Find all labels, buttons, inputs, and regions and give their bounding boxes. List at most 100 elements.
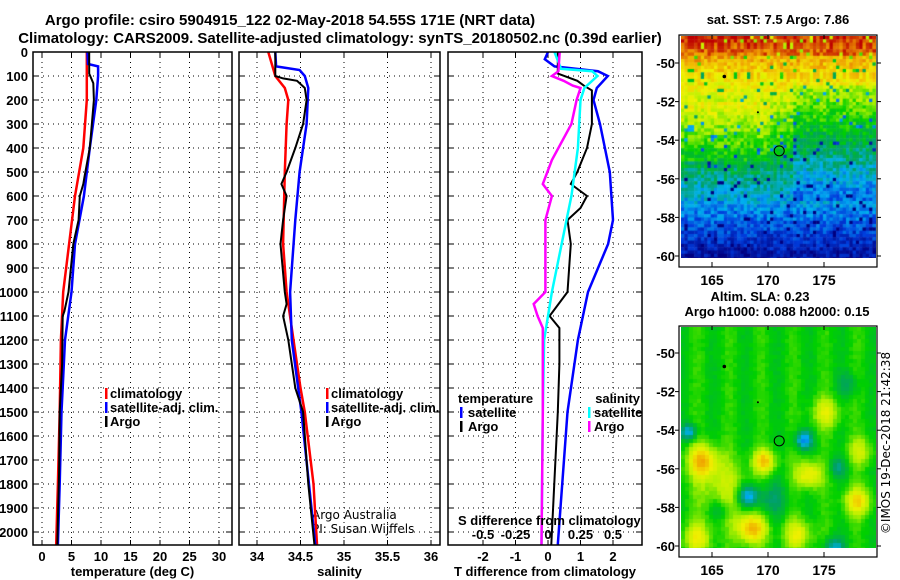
- legend-swatch: [588, 407, 591, 418]
- x-tick-label: -2: [477, 549, 489, 564]
- title-line-1: Argo profile: csiro 5904915_122 02-May-2…: [45, 12, 535, 29]
- legend-swatch: [105, 402, 108, 413]
- x-tick-label: 20: [153, 549, 167, 564]
- lon-tick-label: 165: [700, 562, 724, 578]
- legend-title-salinity: salinity: [595, 391, 641, 406]
- x-tick-label: 35.5: [375, 549, 400, 564]
- credit-line-1: Argo Australia: [312, 508, 397, 522]
- x-tick-label: 0: [544, 549, 551, 564]
- island-marker: [756, 401, 759, 404]
- depth-tick-label: 1800: [0, 477, 28, 492]
- x-tick-label: 2: [609, 549, 616, 564]
- series-line-argo: [56, 52, 95, 545]
- map-frame: [678, 34, 878, 268]
- x-tick-label: 1: [577, 549, 584, 564]
- sst-heatmap: [681, 36, 876, 258]
- x-tick-label: 10: [94, 549, 108, 564]
- x-tick-label: 34.5: [288, 549, 313, 564]
- x-tick-label: 25: [182, 549, 196, 564]
- series-line-argo: [274, 52, 316, 545]
- legend-swatch: [588, 421, 591, 432]
- depth-tick-label: 200: [6, 93, 28, 108]
- lon-tick-label: 170: [756, 562, 780, 578]
- depth-tick-label: 800: [6, 237, 28, 252]
- depth-tick-label: 1900: [0, 501, 28, 516]
- legend-label: climatology: [110, 386, 183, 401]
- profile-panel-temperature: [32, 51, 233, 546]
- argo-position-marker: [773, 145, 785, 157]
- depth-tick-label: 1000: [0, 285, 28, 300]
- s-axis-label: S difference from climatology: [458, 513, 642, 528]
- s-tick-label: 0.25: [568, 527, 593, 542]
- plot-frame: [238, 51, 441, 546]
- profile-panel-salinity: [238, 51, 441, 546]
- depth-tick-label: 700: [6, 213, 28, 228]
- depth-tick-label: 300: [6, 117, 28, 132]
- x-tick-label: 35: [337, 549, 351, 564]
- map-panel-sla-map: [675, 325, 881, 558]
- series-line-s-argo: [532, 51, 583, 545]
- lat-tick-label: -52: [656, 95, 675, 110]
- title-line-2: Climatology: CARS2009. Satellite-adjuste…: [18, 30, 662, 47]
- x-tick-label: 0: [38, 549, 45, 564]
- map-frame: [678, 325, 878, 558]
- lat-tick-label: -50: [656, 346, 675, 361]
- argo-position-marker: [773, 435, 785, 447]
- series-line-t-argo: [548, 52, 593, 545]
- profile-panel-difference: [447, 51, 643, 546]
- lon-tick-label: 175: [812, 272, 836, 288]
- x-tick-label: 15: [123, 549, 137, 564]
- x-tick-label: 30: [212, 549, 226, 564]
- depth-tick-label: 1100: [0, 309, 28, 324]
- legend-swatch: [326, 388, 329, 399]
- x-tick-label: 5: [68, 549, 75, 564]
- island-marker: [756, 111, 759, 114]
- lat-tick-label: -56: [656, 462, 675, 477]
- series-line-satellite-adj-clim-: [56, 51, 100, 545]
- lat-tick-label: -54: [656, 133, 676, 148]
- sla-map-title: Altim. SLA: 0.23: [711, 289, 810, 304]
- s-tick-label: 0: [544, 527, 551, 542]
- depth-tick-label: 0: [21, 45, 28, 60]
- x-tick-label: -1: [510, 549, 522, 564]
- plot-frame: [447, 51, 643, 546]
- x-axis-label: salinity: [317, 564, 363, 579]
- legend-label: satellite: [468, 405, 516, 420]
- depth-tick-label: 1600: [0, 429, 28, 444]
- legend-label: satellite-adj. clim.: [110, 400, 218, 415]
- legend-label: climatology: [331, 386, 404, 401]
- map-panel-sst-map: [675, 34, 881, 268]
- lat-tick-label: -52: [656, 385, 675, 400]
- series-line-satellite-adj-clim-: [274, 51, 317, 545]
- s-tick-label: -0.5: [472, 527, 494, 542]
- lat-tick-label: -60: [656, 539, 675, 554]
- lat-tick-label: -60: [656, 249, 675, 264]
- depth-tick-label: 1700: [0, 453, 28, 468]
- x-tick-label: 36: [424, 549, 438, 564]
- legend-label: Argo: [110, 414, 140, 429]
- depth-tick-label: 600: [6, 189, 28, 204]
- credit-line-2: PI: Susan Wijffels: [312, 522, 414, 536]
- series-line-climatology: [267, 51, 319, 545]
- lat-tick-label: -50: [656, 56, 675, 71]
- lat-tick-label: -58: [656, 500, 675, 515]
- plot-frame: [32, 51, 233, 546]
- x-tick-label: 34: [250, 549, 265, 564]
- lat-tick-label: -58: [656, 210, 675, 225]
- legend-label: satellite-adj. clim.: [331, 400, 439, 415]
- depth-tick-label: 1500: [0, 405, 28, 420]
- legend-label: Argo: [594, 419, 624, 434]
- depth-tick-label: 500: [6, 165, 28, 180]
- lat-tick-label: -54: [656, 423, 676, 438]
- sla-map-subtitle: Argo h1000: 0.088 h2000: 0.15: [685, 304, 870, 319]
- depth-tick-label: 1200: [0, 333, 28, 348]
- x-axis-label: T difference from climatology: [454, 564, 637, 579]
- island-marker: [722, 74, 727, 79]
- legend-swatch: [105, 416, 108, 427]
- island-marker: [722, 364, 727, 369]
- legend-swatch: [460, 421, 463, 432]
- imos-footer: ©IMOS 19-Dec-2018 21:42:38: [879, 352, 893, 534]
- legend-swatch: [105, 388, 108, 399]
